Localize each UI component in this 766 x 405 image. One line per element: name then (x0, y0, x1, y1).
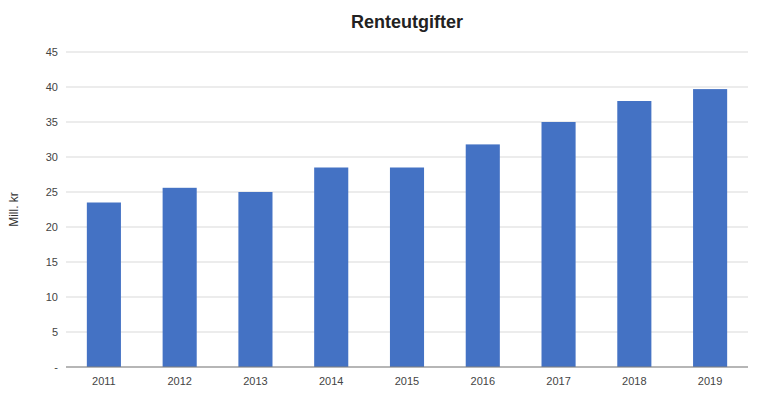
grid (66, 52, 748, 367)
x-tick-label: 2015 (395, 375, 419, 387)
x-tick-label: 2017 (546, 375, 570, 387)
chart-svg: Renteutgifter Mill. kr - 5 10 15 20 25 30 35 40 45 2… (0, 0, 766, 405)
x-tick-label: 2018 (622, 375, 646, 387)
y-tick-label: 30 (46, 151, 58, 163)
bar (390, 168, 424, 368)
x-tick-label: 2013 (243, 375, 267, 387)
bar (87, 203, 121, 368)
bar (542, 122, 576, 367)
chart-container: Renteutgifter Mill. kr - 5 10 15 20 25 30 35 40 45 2… (0, 0, 766, 405)
grid-line (66, 87, 748, 88)
x-tick-label: 2014 (319, 375, 343, 387)
bar (693, 89, 727, 367)
y-tick-label: 5 (52, 326, 58, 338)
y-tick-label: 35 (46, 116, 58, 128)
grid-line (66, 367, 748, 368)
y-tick-label: - (54, 361, 58, 373)
y-tick-label: 45 (46, 46, 58, 58)
y-ticks: - 5 10 15 20 25 30 35 40 45 (46, 46, 59, 373)
y-tick-label: 15 (46, 256, 58, 268)
bar (466, 144, 500, 367)
x-tick-label: 2016 (471, 375, 495, 387)
bar (238, 192, 272, 367)
bar (163, 188, 197, 367)
x-tick-label: 2012 (167, 375, 191, 387)
y-tick-label: 25 (46, 186, 58, 198)
y-tick-label: 20 (46, 221, 58, 233)
grid-line (66, 52, 748, 53)
bars (87, 89, 727, 367)
x-tick-label: 2019 (698, 375, 722, 387)
bar (314, 168, 348, 368)
x-tick-label: 2011 (92, 375, 116, 387)
y-tick-label: 40 (46, 81, 58, 93)
bar (617, 101, 651, 367)
chart-title: Renteutgifter (351, 12, 463, 32)
x-ticks: 2011 2012 2013 2014 2015 2016 2017 2018 2019 (92, 375, 722, 387)
y-axis-label: Mill. kr (7, 192, 21, 227)
x-axis-line (66, 367, 748, 368)
y-tick-label: 10 (46, 291, 58, 303)
